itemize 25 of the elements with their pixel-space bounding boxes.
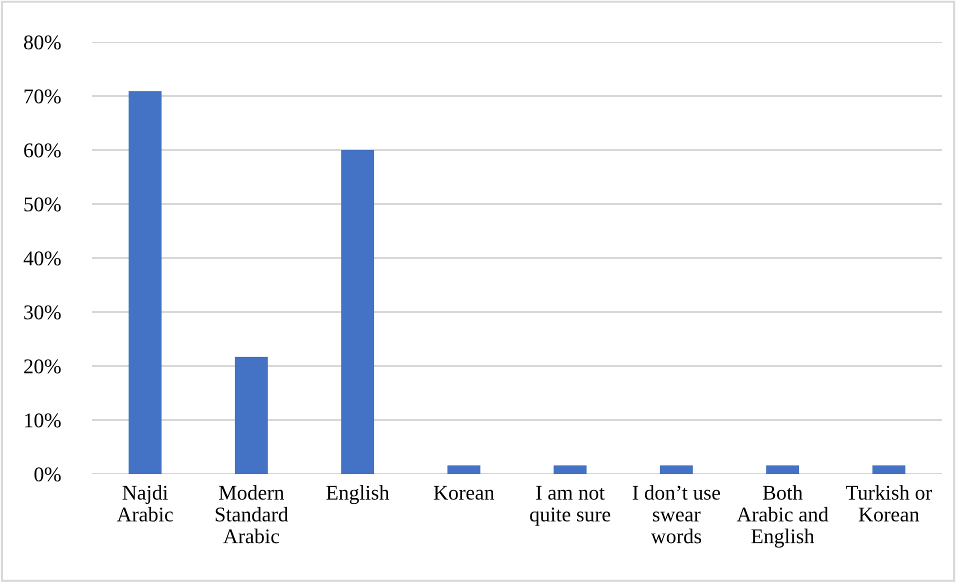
y-tick-label: 50% <box>24 197 61 212</box>
x-tick-label: I am not quite sure <box>530 486 610 526</box>
y-tick-label: 40% <box>24 251 61 266</box>
y-tick-label: 60% <box>24 143 61 158</box>
y-tick-label: 30% <box>24 305 61 320</box>
x-tick-label: Both Arabic and English <box>736 485 828 548</box>
bar <box>128 91 162 474</box>
y-tick-label: 20% <box>24 359 61 374</box>
bar <box>447 465 480 474</box>
x-tick-label: Najdi Arabic <box>116 485 173 522</box>
bar <box>341 150 374 474</box>
y-tick-label: 80% <box>24 35 61 50</box>
bar <box>872 465 906 474</box>
y-tick-label: 10% <box>25 413 61 428</box>
bar <box>234 356 268 474</box>
y-tick-label: 70% <box>24 89 61 104</box>
x-tick-label: Modern Standard Arabic <box>216 485 288 544</box>
x-tick-label: Korean <box>434 486 494 500</box>
x-tick-label: English <box>326 485 390 504</box>
bar <box>766 465 800 474</box>
bar <box>660 465 693 474</box>
x-tick-label: I don’t use swear words <box>632 485 720 544</box>
bar <box>554 465 587 474</box>
x-tick-label: Turkish or Korean <box>846 485 932 522</box>
y-tick-label: 0% <box>34 467 61 482</box>
